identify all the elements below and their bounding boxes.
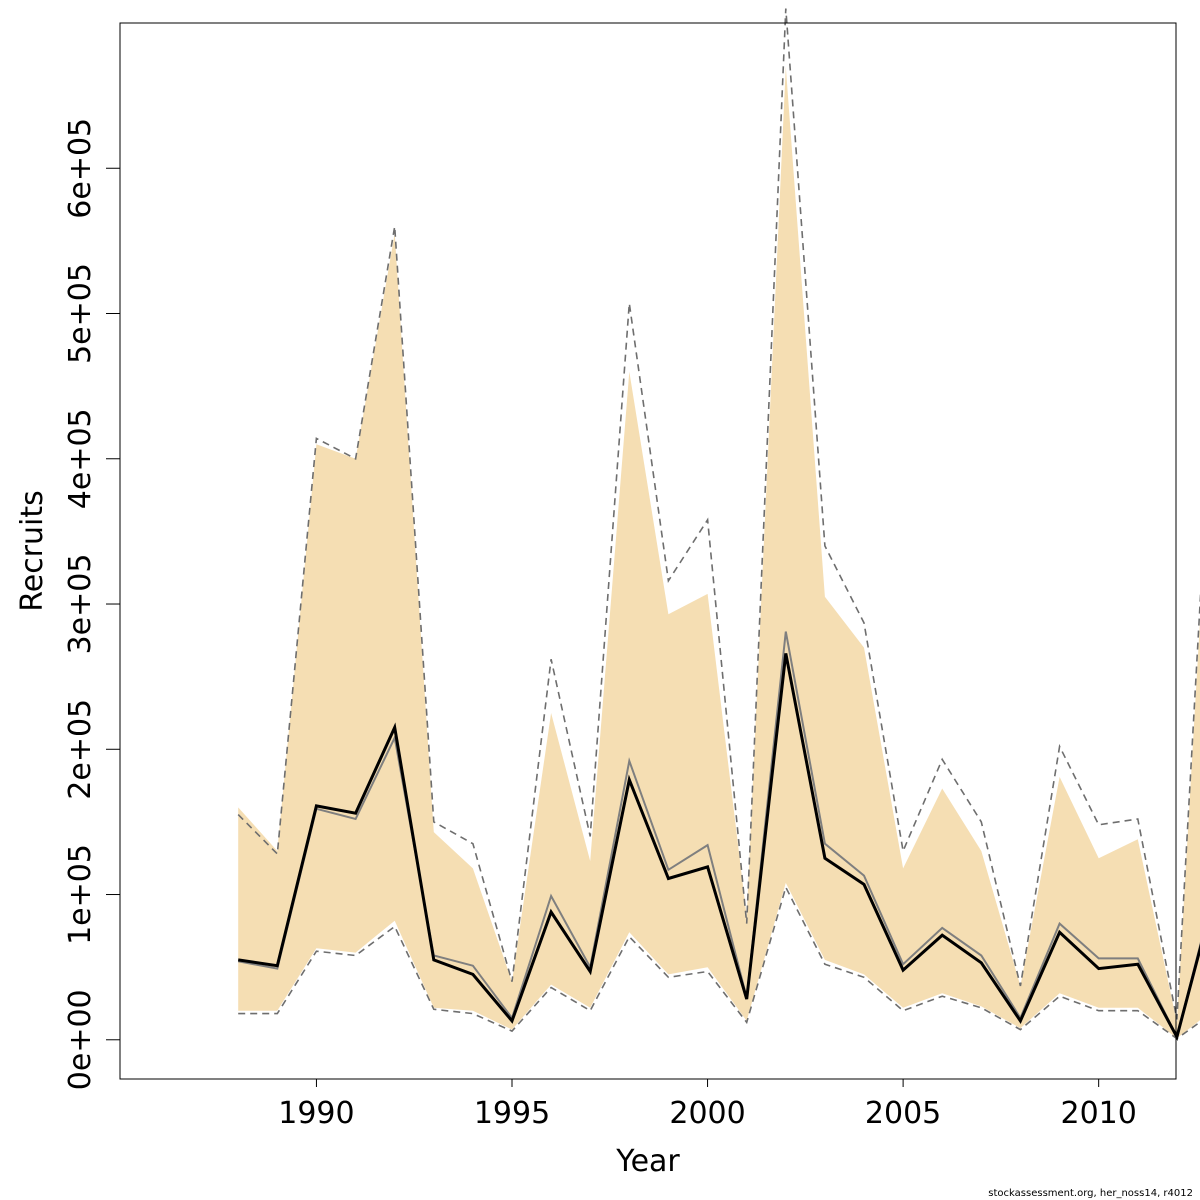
- x-axis: 1990 1995 2000 2005 2010: [278, 1079, 1137, 1131]
- y-tick-label: 6e+05: [63, 118, 98, 219]
- x-tick-label: 1990: [278, 1096, 354, 1131]
- y-tick-label: 0e+00: [63, 989, 98, 1090]
- x-tick-label: 2010: [1060, 1096, 1136, 1131]
- x-tick-label: 2005: [865, 1096, 941, 1131]
- series-lines-layer: [237, 8, 1200, 1041]
- confidence-band-layer: [238, 66, 1200, 1039]
- y-tick-label: 4e+05: [63, 408, 98, 509]
- x-tick-label: 2000: [669, 1096, 745, 1131]
- credit-text: stockassessment.org, her_noss14, r4012: [988, 1188, 1193, 1199]
- y-tick-label: 1e+05: [63, 844, 98, 945]
- x-tick-label: 1995: [474, 1096, 550, 1131]
- confidence-band: [238, 66, 1200, 1039]
- y-tick-label: 2e+05: [63, 699, 98, 800]
- y-tick-label: 5e+05: [63, 263, 98, 364]
- y-axis-title: Recruits: [15, 490, 50, 612]
- x-axis-title: Year: [615, 1144, 680, 1179]
- y-tick-label: 3e+05: [63, 554, 98, 655]
- plot-frame: [119, 22, 1177, 1080]
- lower-bound-line: [238, 885, 1200, 1040]
- main-estimate-line: [237, 653, 1200, 1041]
- y-axis: 0e+00 1e+05 2e+05 3e+05 4e+05 5e+05 6e+05: [63, 118, 120, 1090]
- upper-bound-line: [237, 8, 1200, 1020]
